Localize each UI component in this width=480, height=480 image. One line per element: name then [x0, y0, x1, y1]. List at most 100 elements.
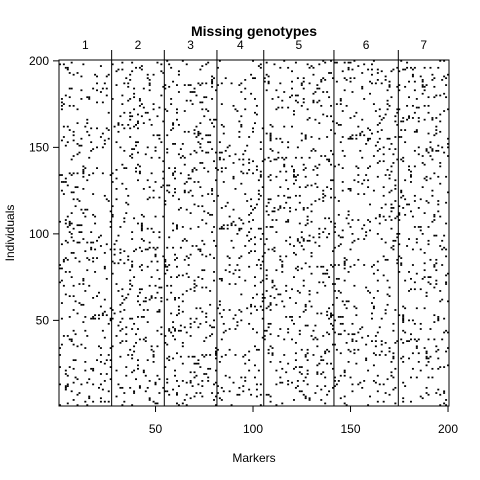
missing-cell: [191, 103, 194, 105]
missing-cell: [166, 269, 169, 272]
missing-cell: [339, 374, 342, 377]
missing-cell: [127, 124, 130, 126]
missing-cell: [158, 378, 161, 381]
missing-cell: [183, 326, 186, 329]
missing-cell: [133, 217, 136, 220]
missing-cell: [92, 241, 95, 244]
missing-cell: [386, 108, 389, 111]
missing-cell: [447, 155, 449, 157]
missing-cell: [189, 91, 192, 93]
missing-cell: [76, 122, 79, 125]
missing-cell: [150, 227, 153, 230]
missing-cell: [332, 77, 334, 80]
missing-cell: [365, 359, 368, 362]
missing-cell: [158, 310, 161, 313]
missing-cell: [300, 245, 303, 247]
missing-cell: [435, 149, 438, 152]
missing-cell: [398, 70, 401, 73]
x-axis-label: Markers: [232, 451, 275, 465]
missing-cell: [429, 328, 432, 330]
missing-cell: [137, 122, 139, 125]
missing-cell: [269, 174, 272, 176]
missing-cell: [162, 170, 165, 173]
missing-cell: [333, 376, 336, 379]
missing-cell: [283, 125, 286, 128]
missing-cell: [119, 115, 122, 118]
missing-cell: [411, 73, 414, 76]
missing-cell: [427, 239, 430, 242]
missing-cell: [133, 108, 136, 111]
y-tick-label: 100: [29, 227, 49, 241]
missing-cell: [413, 194, 416, 197]
missing-cell: [396, 258, 399, 261]
missing-cell: [333, 290, 336, 292]
missing-cell: [129, 127, 132, 130]
missing-cell: [211, 326, 214, 329]
missing-cell: [298, 222, 301, 225]
missing-cell: [259, 174, 262, 176]
missing-cell: [138, 98, 141, 100]
missing-cell: [174, 167, 176, 169]
missing-cell: [322, 77, 325, 80]
missing-cell: [172, 174, 175, 176]
missing-cell: [431, 158, 434, 161]
missing-cell: [310, 335, 313, 337]
missing-cell: [193, 286, 196, 289]
missing-cell: [207, 193, 210, 195]
missing-cell: [135, 341, 137, 344]
missing-cell: [70, 87, 73, 90]
missing-cell: [140, 65, 143, 67]
missing-cell: [107, 200, 110, 202]
missing-cell: [226, 255, 229, 258]
missing-cell: [367, 290, 370, 292]
missing-cell: [310, 305, 313, 308]
missing-cell: [293, 170, 295, 173]
missing-cell: [148, 186, 151, 189]
missing-cell: [439, 120, 442, 123]
missing-cell: [234, 188, 237, 190]
missing-cell: [238, 130, 241, 133]
missing-cell: [156, 345, 159, 348]
missing-cell: [277, 194, 280, 197]
missing-cell: [76, 404, 79, 406]
missing-cell: [283, 207, 286, 209]
missing-cell: [269, 139, 272, 142]
missing-cell: [343, 260, 346, 263]
missing-cell: [209, 367, 212, 370]
missing-cell: [306, 215, 309, 218]
missing-cell: [160, 70, 163, 73]
missing-cell: [310, 255, 313, 258]
missing-cell: [361, 85, 364, 88]
missing-cell: [304, 137, 307, 140]
missing-cell: [62, 103, 65, 105]
missing-cell: [353, 77, 356, 80]
missing-cell: [66, 258, 69, 261]
missing-cell: [259, 170, 262, 173]
missing-cell: [337, 163, 340, 166]
missing-cell: [308, 265, 311, 268]
missing-cell: [213, 118, 215, 121]
missing-cell: [279, 258, 282, 261]
missing-cell: [59, 404, 61, 406]
missing-cell: [80, 75, 83, 78]
missing-cell: [250, 227, 253, 230]
missing-cell: [99, 136, 102, 138]
missing-cell: [109, 210, 112, 213]
missing-cell: [269, 333, 272, 336]
missing-cell: [425, 357, 428, 360]
missing-cell: [121, 68, 124, 71]
missing-cell: [400, 262, 403, 265]
missing-cell: [343, 369, 346, 372]
missing-cell: [384, 75, 387, 78]
missing-cell: [80, 231, 83, 233]
missing-cell: [437, 316, 440, 318]
missing-cell: [400, 60, 403, 62]
missing-cell: [398, 255, 401, 258]
missing-cell: [187, 355, 190, 358]
missing-cell: [429, 355, 432, 358]
missing-cell: [172, 222, 175, 225]
missing-cell: [378, 108, 381, 111]
missing-cell: [207, 61, 210, 64]
missing-cell: [437, 367, 440, 370]
missing-cell: [298, 371, 301, 374]
